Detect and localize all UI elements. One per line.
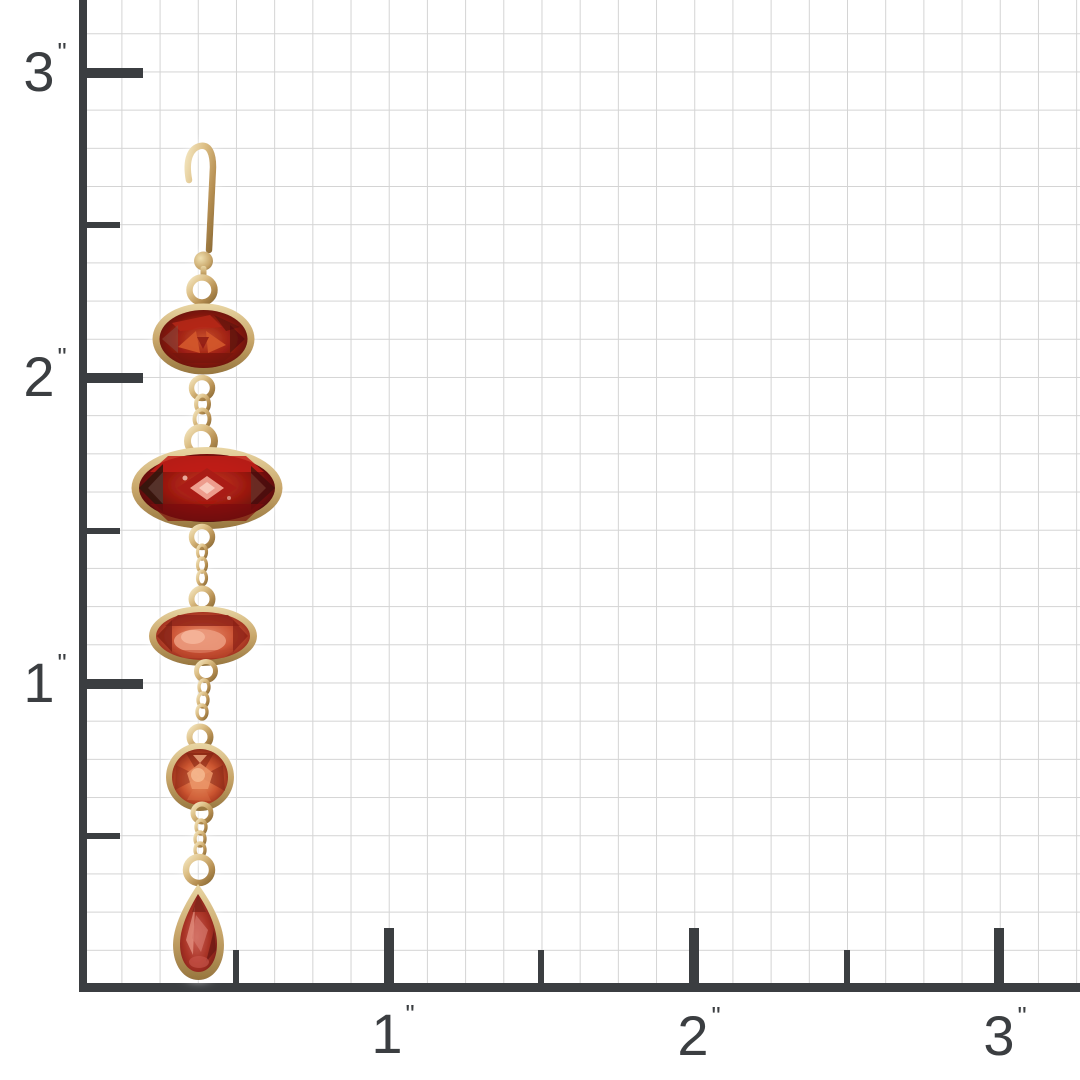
y-tick-1in: [87, 679, 143, 689]
bezel-loop: [182, 853, 216, 887]
ear-wire-ball: [194, 251, 213, 271]
x-axis-label-2in: 2 ": [677, 1003, 723, 1067]
chain-segment-3: [195, 678, 211, 721]
small-oval-garnet-link: [152, 303, 255, 402]
inch-mark: ": [711, 1003, 723, 1031]
bezel-loop: [188, 523, 216, 551]
y-axis-label-1in: 1 ": [23, 650, 69, 714]
inch-mark: ": [405, 1001, 417, 1029]
round-garnet-link: [166, 723, 234, 825]
x-axis-label-3in: 3 ": [983, 1003, 1029, 1067]
label-value: 2: [677, 1004, 709, 1067]
chain-segment-2: [195, 543, 209, 587]
label-value: 3: [23, 40, 55, 103]
bezel-loop: [190, 801, 214, 825]
y-tick-0-5in: [87, 833, 120, 839]
inch-mark: ": [1017, 1003, 1029, 1031]
label-value: 1: [23, 651, 55, 714]
bezel-loop: [188, 374, 216, 402]
x-axis-label-1in: 1 ": [371, 1001, 417, 1065]
x-axis-bar: [79, 983, 1080, 992]
connector-ring: [186, 274, 218, 306]
axis-ticks: [87, 68, 1004, 983]
y-axis-label-3in: 3 ": [23, 39, 69, 103]
x-tick-2in: [689, 928, 699, 983]
y-axis-label-2in: 2 ": [23, 344, 69, 408]
pear-garnet-drop: [173, 853, 224, 980]
french-hook-ear-wire: [184, 142, 218, 306]
label-value: 3: [983, 1004, 1015, 1067]
y-axis-bar: [79, 0, 87, 992]
label-value: 2: [23, 345, 55, 408]
x-tick-3in: [994, 928, 1004, 983]
inch-mark: ": [57, 39, 69, 67]
y-tick-2-5in: [87, 222, 120, 228]
y-tick-1-5in: [87, 528, 120, 534]
ruler-axes: [79, 0, 1080, 992]
garnet-drop-earring: [131, 142, 283, 980]
inch-mark: ": [57, 650, 69, 678]
chain-segment-4: [193, 818, 208, 859]
y-tick-2in: [87, 373, 143, 383]
y-tick-3in: [87, 68, 143, 78]
x-tick-0-5in: [233, 950, 239, 983]
x-tick-2-5in: [844, 950, 850, 983]
large-oval-garnet-link: [131, 424, 283, 551]
x-tick-1in: [384, 928, 394, 983]
inch-mark: ": [57, 344, 69, 372]
x-tick-1-5in: [538, 950, 544, 983]
label-value: 1: [371, 1002, 403, 1065]
